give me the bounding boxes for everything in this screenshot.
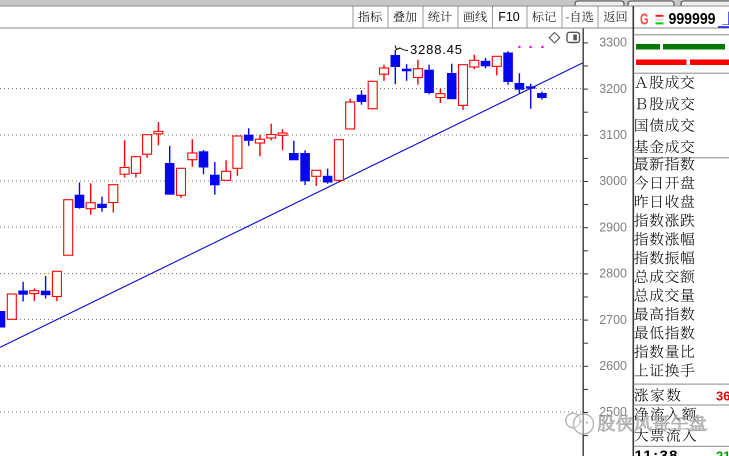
- svg-text:3000: 3000: [599, 174, 627, 188]
- svg-text:2900: 2900: [599, 220, 627, 234]
- svg-text:11:38: 11:38: [635, 448, 678, 456]
- svg-text:F10: F10: [498, 10, 520, 24]
- svg-text:3200: 3200: [599, 82, 627, 96]
- svg-text:36: 36: [716, 389, 729, 404]
- svg-text:3100: 3100: [599, 128, 627, 142]
- svg-text:2600: 2600: [599, 359, 627, 373]
- svg-text:3288.45: 3288.45: [410, 42, 462, 57]
- svg-text:2800: 2800: [599, 267, 627, 281]
- svg-text:G: G: [640, 12, 649, 29]
- svg-text:999999: 999999: [669, 11, 716, 28]
- svg-text:21: 21: [716, 449, 729, 456]
- svg-text:2700: 2700: [599, 313, 627, 327]
- svg-text:3300: 3300: [599, 36, 627, 50]
